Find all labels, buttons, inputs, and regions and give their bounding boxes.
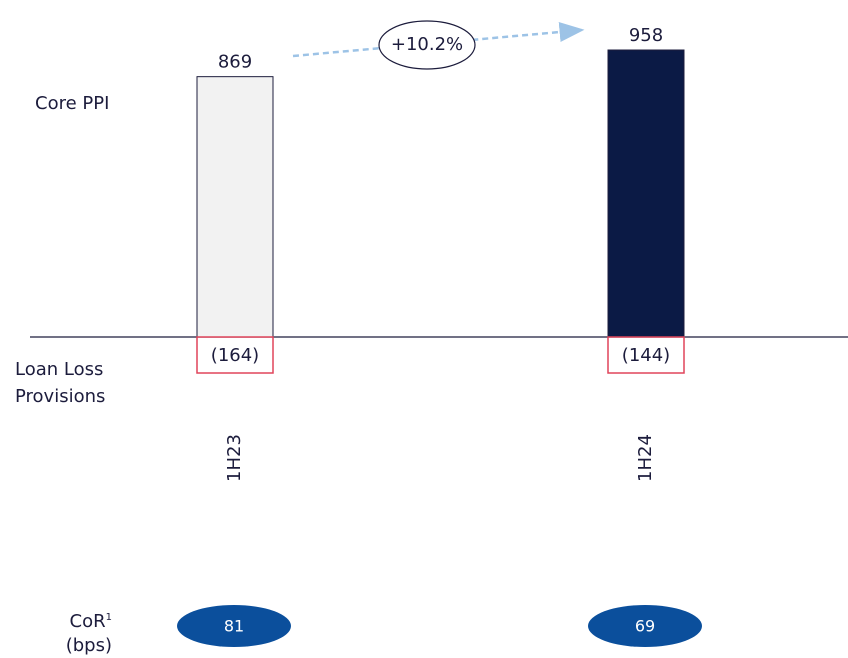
data-label: 958	[629, 25, 663, 46]
data-label: 869	[218, 52, 252, 73]
cor-label: CoR1 (bps)	[40, 606, 112, 658]
cor-bubble	[588, 605, 702, 647]
x-tick-label: 1H23	[224, 434, 245, 482]
row-label: Loan Loss Provisions	[15, 359, 106, 407]
annotation: +10.2%	[391, 34, 463, 55]
cor-value: 81	[224, 617, 244, 636]
annotation-bubble	[378, 20, 476, 70]
cor-unit: (bps)	[65, 635, 112, 656]
cor-bubble	[177, 605, 291, 647]
cor-superscript: 1	[105, 612, 112, 623]
bar	[196, 76, 274, 338]
data-label: (144)	[622, 345, 670, 366]
provision-box	[607, 336, 685, 374]
row-label: Core PPI	[35, 93, 110, 114]
bar	[607, 49, 685, 338]
provision-box	[196, 336, 274, 374]
cor-value: 69	[635, 617, 655, 636]
x-tick-label: 1H24	[635, 434, 656, 482]
data-label: (164)	[211, 345, 259, 366]
cor-title: CoR	[69, 611, 106, 632]
